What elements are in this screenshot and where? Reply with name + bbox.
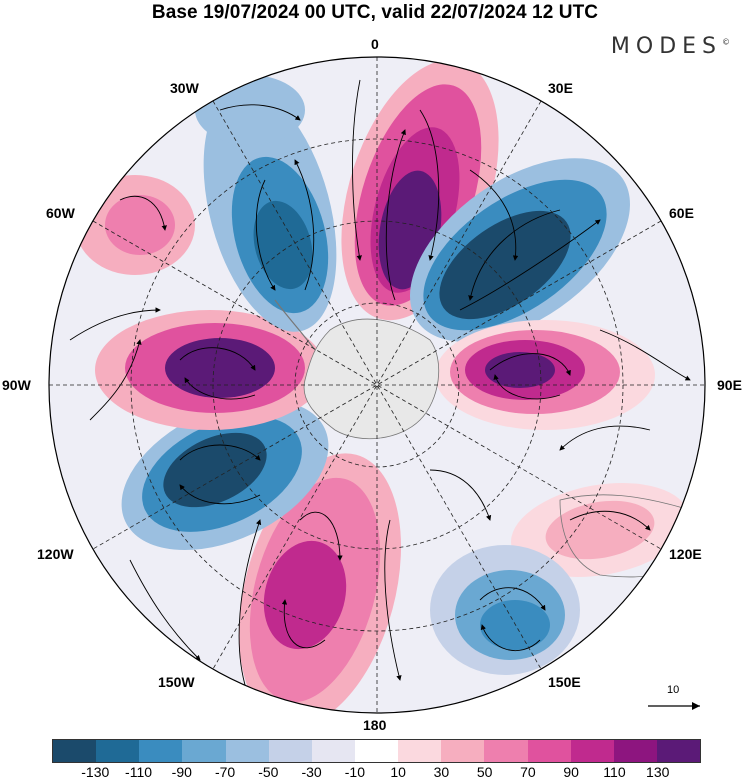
colorbar-tick-label: -50	[258, 764, 279, 780]
colorbar-tick-label: -110	[125, 764, 153, 780]
colorbar-tick-label: 130	[646, 764, 670, 780]
meridians	[49, 57, 705, 713]
label-lon-150e: 150E	[548, 674, 581, 690]
anomaly-lobe-15w-negative	[195, 75, 305, 145]
colorbar-swatch	[398, 740, 442, 762]
colorbar-swatch	[570, 740, 614, 762]
colorbar	[52, 739, 701, 763]
label-lon-120w: 120W	[37, 546, 74, 562]
vector-scale-arrow	[648, 702, 700, 710]
map-title: Base 19/07/2024 00 UTC, valid 22/07/2024…	[151, 2, 599, 23]
colorbar-tick-label: 10	[390, 764, 406, 780]
colorbar-tick-label: 50	[476, 764, 493, 780]
colorbar-tick-label: -10	[344, 764, 365, 780]
label-lon-60e: 60E	[669, 205, 694, 221]
colorbar-tick-label: 30	[433, 764, 450, 780]
map-boundary-circle	[48, 56, 706, 714]
colorbar-tick-label: -130	[81, 764, 110, 780]
colorbar-tick-label: -90	[171, 764, 192, 780]
antarctica-landmass	[303, 318, 440, 440]
colorbar-tick-label: -70	[214, 764, 236, 780]
anomaly-lobe-120e-positive	[511, 483, 689, 577]
label-lon-60w: 60W	[46, 205, 75, 221]
label-lon-90e: 90E	[717, 377, 742, 393]
colorbar-tick-labels: -130 -110 -90 -70 -50 -30 -10 10 30 50 70 90 110 130	[0, 764, 750, 782]
colorbar-swatch	[96, 740, 140, 762]
colorbar-swatch	[311, 740, 355, 762]
brand-logo: MODES©	[610, 34, 730, 59]
colorbar-swatch	[441, 740, 485, 762]
colorbar-tick-label: 70	[520, 764, 536, 780]
label-lon-0: 0	[371, 36, 379, 52]
label-lon-30w: 30W	[170, 80, 199, 96]
label-lon-90w: 90W	[2, 377, 31, 393]
anomaly-lobe-40w-negative	[203, 88, 337, 332]
label-lon-30e: 30E	[548, 80, 573, 96]
label-lon-180: 180	[363, 717, 387, 733]
vector-scale-label: 10	[667, 684, 680, 696]
anomaly-lobe-150e-negative	[430, 545, 580, 675]
colorbar-swatch	[182, 740, 226, 762]
colorbar-tick-label: 110	[603, 764, 626, 780]
colorbar-swatch	[268, 740, 312, 762]
colorbar-swatch	[613, 740, 657, 762]
colorbar-swatch	[527, 740, 571, 762]
colorbar-swatch	[139, 740, 183, 762]
label-lon-150w: 150W	[158, 674, 195, 690]
anomaly-lobe-90e-positive	[435, 320, 655, 430]
colorbar-swatch	[484, 740, 528, 762]
label-lon-120e: 120E	[669, 546, 702, 562]
colorbar-swatch	[225, 740, 269, 762]
colorbar-swatch	[656, 740, 701, 762]
colorbar-tick-label: 90	[563, 764, 579, 780]
anomaly-lobe-60w-positive	[75, 175, 195, 275]
colorbar-swatch	[354, 740, 399, 762]
colorbar-swatch	[53, 740, 97, 762]
anomaly-lobe-90w-positive	[95, 310, 325, 430]
anomaly-lobe-130w-negative	[121, 399, 329, 551]
anomaly-field	[49, 57, 705, 713]
colorbar-tick-label: -30	[301, 764, 322, 780]
